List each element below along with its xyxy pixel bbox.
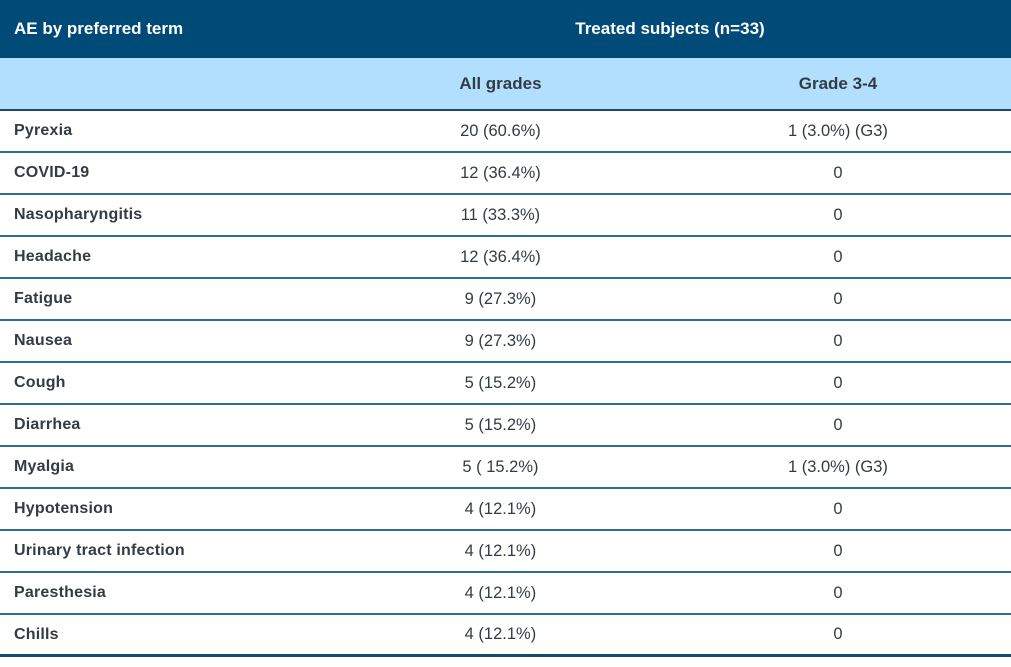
table-row: COVID-19 12 (36.4%) 0 <box>0 153 1011 195</box>
table-row: Urinary tract infection 4 (12.1%) 0 <box>0 531 1011 573</box>
grade-3-4-value: 0 <box>833 625 843 643</box>
all-grades-value: 9 (27.3%) <box>464 331 537 350</box>
ae-term: Urinary tract infection <box>14 542 185 559</box>
ae-term: Cough <box>14 374 66 391</box>
all-grades-value: 20 (60.6%) <box>460 121 541 140</box>
table-row: Nasopharyngitis 11 (33.3%) 0 <box>0 195 1011 237</box>
all-grades-value: 12 (36.4%) <box>460 247 541 266</box>
ae-term: Nasopharyngitis <box>14 206 143 223</box>
all-grades-value: 4 (12.1%) <box>464 583 537 602</box>
ae-term: Paresthesia <box>14 584 107 601</box>
table-row: Cough 5 (15.2%) 0 <box>0 363 1011 405</box>
table-row: Fatigue 9 (27.3%) 0 <box>0 279 1011 321</box>
column-header-all-grades: All grades <box>459 73 542 93</box>
all-grades-value: 9 (27.3%) <box>464 289 537 308</box>
table-row: Pyrexia 20 (60.6%) 1 (3.0%) (G3) <box>0 111 1011 153</box>
ae-term: Pyrexia <box>14 122 73 139</box>
all-grades-value: 5 (15.2%) <box>464 415 537 434</box>
grade-3-4-value: 0 <box>833 331 843 350</box>
grade-3-4-value: 0 <box>833 583 843 602</box>
table-row: Headache 12 (36.4%) 0 <box>0 237 1011 279</box>
grade-3-4-value: 0 <box>833 415 843 434</box>
grade-3-4-value: 0 <box>833 499 843 518</box>
table-row: Paresthesia 4 (12.1%) 0 <box>0 573 1011 615</box>
grade-3-4-value: 0 <box>833 541 843 560</box>
ae-term: Nausea <box>14 332 73 349</box>
table-body: Pyrexia 20 (60.6%) 1 (3.0%) (G3) COVID-1… <box>0 111 1011 657</box>
table-row: Myalgia 5 ( 15.2%) 1 (3.0%) (G3) <box>0 447 1011 489</box>
all-grades-value: 5 (15.2%) <box>464 373 537 392</box>
all-grades-value: 12 (36.4%) <box>460 163 541 182</box>
ae-term: Chills <box>14 625 59 643</box>
ae-term: Headache <box>14 248 92 265</box>
grade-3-4-value: 1 (3.0%) (G3) <box>787 121 888 140</box>
column-header-grade-3-4: Grade 3-4 <box>798 73 878 93</box>
table-row: Chills 4 (12.1%) 0 <box>0 615 1011 657</box>
all-grades-value: 11 (33.3%) <box>460 205 541 224</box>
table-header-row: AE by preferred term Treated subjects (n… <box>0 0 1011 58</box>
all-grades-value: 4 (12.1%) <box>464 499 537 518</box>
all-grades-value: 4 (12.1%) <box>464 625 537 643</box>
grade-3-4-value: 1 (3.0%) (G3) <box>787 457 888 476</box>
all-grades-value: 5 ( 15.2%) <box>462 457 539 476</box>
table-subheader-row: All grades Grade 3-4 <box>0 58 1011 111</box>
grade-3-4-value: 0 <box>833 289 843 308</box>
ae-term: Hypotension <box>14 500 114 517</box>
ae-term: Fatigue <box>14 290 73 307</box>
ae-term: Diarrhea <box>14 416 81 433</box>
ae-term: Myalgia <box>14 458 75 475</box>
table-row: Hypotension 4 (12.1%) 0 <box>0 489 1011 531</box>
column-header-treated-subjects: Treated subjects (n=33) <box>575 19 765 38</box>
table-row: Nausea 9 (27.3%) 0 <box>0 321 1011 363</box>
all-grades-value: 4 (12.1%) <box>464 541 537 560</box>
ae-term: COVID-19 <box>14 164 90 181</box>
grade-3-4-value: 0 <box>833 205 843 224</box>
table-row: Diarrhea 5 (15.2%) 0 <box>0 405 1011 447</box>
column-header-ae-term: AE by preferred term <box>14 19 184 38</box>
grade-3-4-value: 0 <box>833 247 843 266</box>
grade-3-4-value: 0 <box>833 163 843 182</box>
grade-3-4-value: 0 <box>833 373 843 392</box>
